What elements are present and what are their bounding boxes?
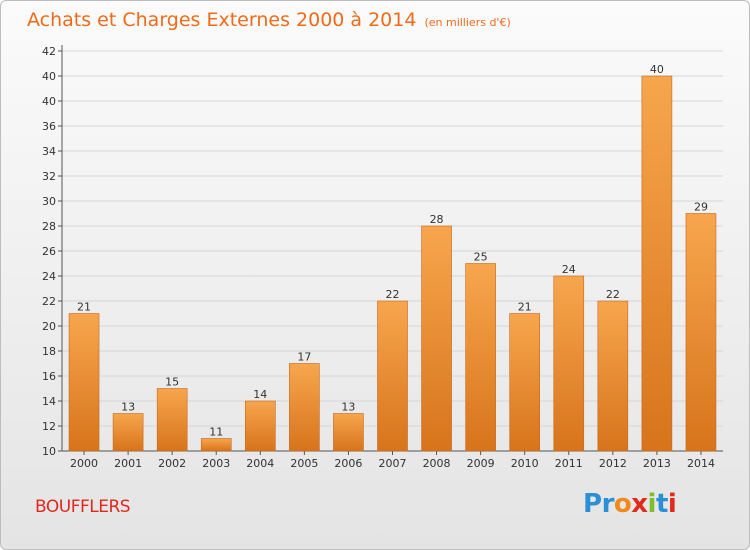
y-tick-label-15: 40 [42,70,56,83]
proxiti-logo: Proxiti [583,489,677,519]
chart-unit: (en milliers d'€) [424,16,511,29]
y-tick-label-3: 16 [42,370,56,383]
bar-2009 [465,263,496,452]
bar-2006 [333,413,364,452]
y-tick-label-8: 26 [42,245,56,258]
bar-2011 [553,275,585,452]
y-tick-label-10: 30 [42,195,56,208]
value-label-2007: 22 [386,288,400,301]
x-tick-label-2012: 2012 [599,457,627,470]
logo-letter-5: t [655,489,668,519]
y-tick-label-11: 32 [42,170,56,183]
bar-2005 [289,363,320,452]
bar-2003 [200,438,232,452]
logo-letter-0: P [583,489,602,519]
value-labels: 21 13 15 11 14 17 13 22 28 25 21 24 22 40 29 [77,63,708,439]
bar-2013 [641,75,673,452]
value-label-2011: 24 [562,263,576,276]
x-tick-label-2010: 2010 [511,457,539,470]
logo-letter-6: i [667,489,677,519]
bar-2007 [377,300,408,452]
x-tick-label-2011: 2011 [555,457,583,470]
y-tick-label-0: 10 [42,445,56,458]
town-name: BOUFFLERS [35,497,131,517]
value-label-2014: 29 [694,201,708,214]
value-label-2002: 15 [165,376,179,389]
y-tick-label-6: 22 [42,295,56,308]
y-tick-label-2: 14 [42,395,56,408]
x-tick-label-2002: 2002 [158,457,186,470]
x-tick-label-2000: 2000 [70,457,98,470]
x-tick-label-2005: 2005 [290,457,318,470]
value-label-2013: 40 [650,63,664,76]
bar-2001 [112,413,144,452]
bar-2010 [509,313,541,452]
x-tick-label-2003: 2003 [202,457,230,470]
y-tick-label-4: 18 [42,345,56,358]
y-tick-label-5: 20 [42,320,56,333]
x-tick-label-2008: 2008 [423,457,451,470]
y-tick-label-13: 36 [42,120,56,133]
y-tick-label-9: 28 [42,220,56,233]
bar-2008 [421,225,452,452]
y-tick-label-12: 34 [42,145,56,158]
value-label-2010: 21 [518,301,532,314]
x-tick-labels: 2000 2001 2002 2003 2004 2005 2006 2007 2008 2009… [70,457,715,470]
x-tick-label-2014: 2014 [687,457,715,470]
y-tick-label-7: 24 [42,270,56,283]
y-tick-label-1: 12 [42,420,56,433]
bar-2014 [685,213,717,452]
y-tick-labels: 10 12 14 16 18 20 22 24 26 28 30 32 34 36 40 40 42 [42,45,56,458]
x-tick-label-2009: 2009 [467,457,495,470]
logo-letter-2: o [613,489,632,519]
bar-2012 [597,300,629,452]
y-tick-label-16: 42 [42,45,56,58]
x-tick-label-2013: 2013 [643,457,671,470]
x-tick-label-2004: 2004 [246,457,274,470]
y-tick-label-14: 40 [42,95,56,108]
chart-title: Achats et Charges Externes 2000 à 2014 (e… [27,9,511,31]
bar-2002 [156,388,188,452]
logo-letter-1: r [601,489,615,519]
value-label-2008: 28 [430,213,444,226]
bar-2004 [245,400,276,452]
value-label-2012: 22 [606,288,620,301]
value-label-2006: 13 [341,401,355,414]
value-label-2005: 17 [297,351,311,364]
value-label-2000: 21 [77,301,91,314]
chart-title-text: Achats et Charges Externes 2000 à 2014 [27,9,417,31]
logo-letter-4: i [647,489,657,519]
value-label-2004: 14 [253,388,267,401]
bars [68,75,717,452]
bar-2000 [68,313,100,452]
x-tick-label-2006: 2006 [334,457,362,470]
x-tick-label-2007: 2007 [379,457,407,470]
value-label-2009: 25 [474,251,488,264]
value-label-2003: 11 [209,426,223,439]
logo-letter-3: x [631,489,648,519]
x-tick-label-2001: 2001 [114,457,142,470]
value-label-2001: 13 [121,401,135,414]
